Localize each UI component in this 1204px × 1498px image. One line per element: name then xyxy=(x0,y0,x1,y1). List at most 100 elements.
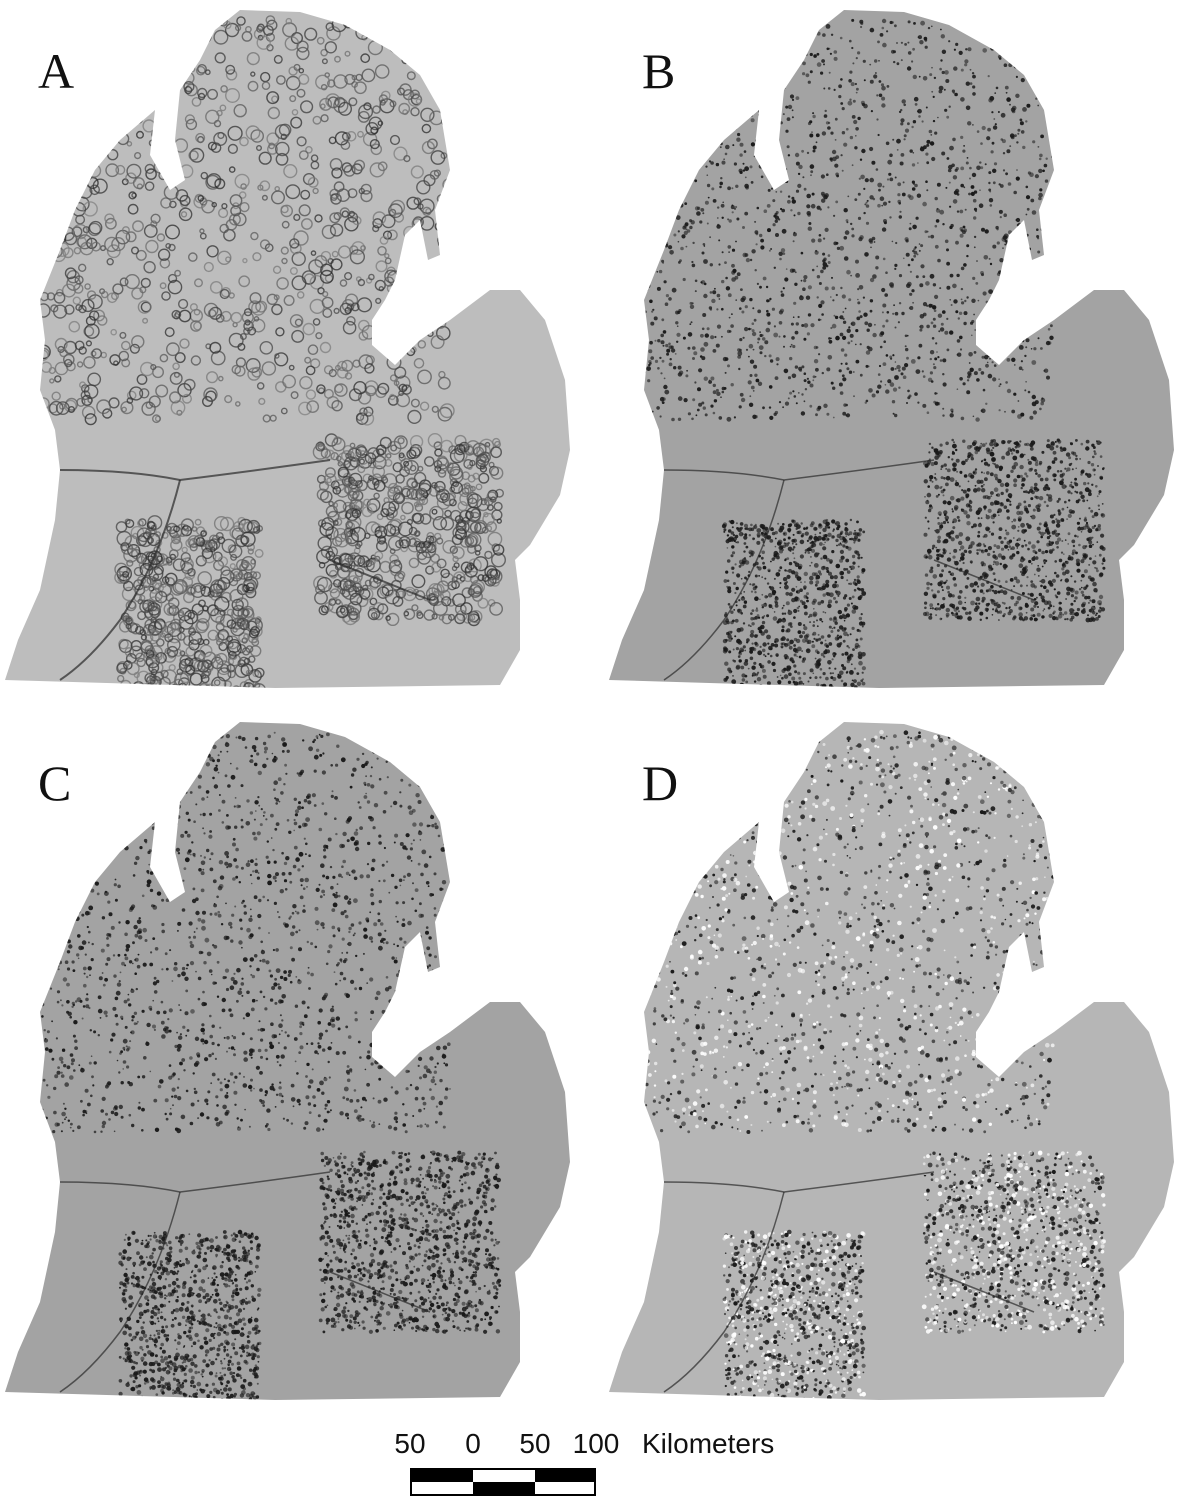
terrain-mark xyxy=(1070,575,1073,578)
terrain-mark xyxy=(164,224,180,240)
terrain-mark xyxy=(328,369,337,378)
terrain-mark xyxy=(700,347,705,352)
terrain-mark xyxy=(465,440,481,455)
terrain-mark xyxy=(653,223,658,228)
terrain-mark xyxy=(136,527,152,543)
terrain-mark xyxy=(978,602,981,605)
terrain-mark xyxy=(1097,465,1099,467)
terrain-mark xyxy=(460,561,473,574)
terrain-mark xyxy=(681,101,686,106)
terrain-mark xyxy=(229,588,244,604)
terrain-mark xyxy=(739,44,744,49)
terrain-mark xyxy=(378,94,389,104)
terrain-mark xyxy=(217,131,225,140)
terrain-mark xyxy=(187,252,198,262)
terrain-mark xyxy=(159,73,171,85)
terrain-mark xyxy=(420,513,432,525)
terrain-mark xyxy=(663,280,667,284)
terrain-mark xyxy=(323,473,337,487)
terrain-mark xyxy=(730,324,734,328)
terrain-mark xyxy=(886,85,890,88)
terrain-mark xyxy=(159,155,172,168)
terrain-mark xyxy=(1046,31,1049,34)
terrain-mark xyxy=(944,330,949,335)
terrain-mark xyxy=(857,565,860,568)
terrain-mark xyxy=(752,414,757,419)
terrain-mark xyxy=(77,234,93,250)
terrain-mark xyxy=(937,313,943,318)
terrain-mark xyxy=(78,346,87,355)
terrain-mark xyxy=(918,243,921,245)
terrain-mark xyxy=(947,500,952,506)
terrain-mark xyxy=(763,209,768,213)
terrain-mark xyxy=(1062,447,1067,452)
terrain-mark xyxy=(981,227,985,232)
terrain-mark xyxy=(413,357,425,369)
terrain-mark xyxy=(783,335,786,338)
terrain-mark xyxy=(771,71,776,75)
terrain-mark xyxy=(840,102,844,105)
terrain-mark xyxy=(904,345,907,348)
terrain-mark xyxy=(905,239,909,243)
terrain-mark xyxy=(675,215,681,221)
terrain-mark xyxy=(987,373,993,379)
terrain-mark xyxy=(830,131,834,135)
terrain-mark xyxy=(69,169,82,181)
terrain-mark xyxy=(950,572,955,576)
terrain-mark xyxy=(664,389,670,395)
terrain-mark xyxy=(967,616,972,621)
terrain-mark xyxy=(211,201,217,208)
terrain-mark xyxy=(912,120,917,124)
terrain-mark xyxy=(946,285,951,290)
terrain-mark xyxy=(849,98,852,101)
terrain-mark xyxy=(794,330,799,335)
terrain-mark xyxy=(395,539,404,549)
terrain-mark xyxy=(1010,595,1015,600)
terrain-mark xyxy=(1046,197,1051,203)
terrain-mark xyxy=(872,197,876,201)
terrain-mark xyxy=(1031,394,1036,400)
terrain-mark xyxy=(972,124,974,126)
terrain-mark xyxy=(739,98,742,102)
terrain-mark xyxy=(979,589,984,593)
terrain-mark xyxy=(245,125,261,141)
terrain-mark xyxy=(871,393,876,398)
terrain-mark xyxy=(289,242,302,255)
terrain-mark xyxy=(879,33,884,37)
terrain-mark xyxy=(957,317,960,320)
terrain-mark xyxy=(942,310,946,314)
terrain-mark xyxy=(988,530,991,533)
terrain-mark xyxy=(369,597,378,606)
terrain-mark xyxy=(689,225,693,230)
terrain-mark xyxy=(770,187,774,190)
terrain-mark xyxy=(349,498,363,512)
terrain-mark xyxy=(467,544,477,554)
terrain-mark xyxy=(356,297,373,313)
terrain-mark xyxy=(753,364,758,369)
terrain-mark xyxy=(715,388,719,392)
terrain-mark xyxy=(388,500,400,512)
terrain-mark xyxy=(1088,563,1091,566)
terrain-mark xyxy=(953,467,957,471)
terrain-mark xyxy=(395,328,406,338)
terrain-mark xyxy=(860,25,863,29)
terrain-mark xyxy=(758,684,764,688)
terrain-mark xyxy=(911,258,914,262)
terrain-mark xyxy=(437,288,446,296)
terrain-mark xyxy=(655,247,660,252)
terrain-mark xyxy=(62,283,77,298)
terrain-mark xyxy=(348,97,358,107)
terrain-mark xyxy=(1034,469,1038,472)
terrain-mark xyxy=(951,612,955,617)
terrain-mark xyxy=(841,169,844,172)
terrain-mark xyxy=(650,321,655,326)
terrain-mark xyxy=(926,581,930,586)
terrain-mark xyxy=(665,217,669,222)
terrain-mark xyxy=(877,373,881,376)
terrain-mark xyxy=(727,589,732,594)
terrain-mark xyxy=(60,161,75,176)
terrain-mark xyxy=(422,206,432,217)
terrain-mark xyxy=(1021,483,1025,487)
terrain-mark xyxy=(289,267,298,276)
terrain-mark xyxy=(760,245,765,250)
